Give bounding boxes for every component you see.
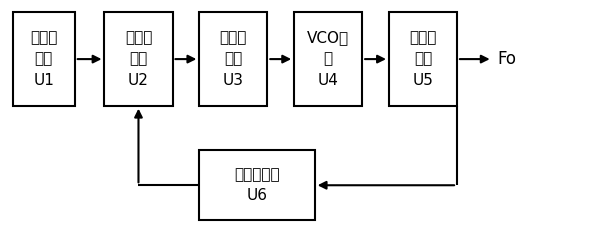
Text: Fo: Fo	[497, 50, 516, 68]
Text: 鉴相器
模块
U2: 鉴相器 模块 U2	[125, 31, 152, 88]
Text: 参考源
模块
U1: 参考源 模块 U1	[30, 31, 58, 88]
Bar	[199, 150, 315, 220]
Text: VCO模
块
U4: VCO模 块 U4	[307, 31, 349, 88]
Text: 功分器
模块
U5: 功分器 模块 U5	[409, 31, 437, 88]
Bar	[389, 12, 457, 106]
Text: 分频器模块
U6: 分频器模块 U6	[234, 167, 280, 203]
Bar	[12, 12, 75, 106]
Bar	[105, 12, 172, 106]
Bar	[294, 12, 362, 106]
Text: 滤波器
模块
U3: 滤波器 模块 U3	[220, 31, 247, 88]
Bar	[199, 12, 267, 106]
